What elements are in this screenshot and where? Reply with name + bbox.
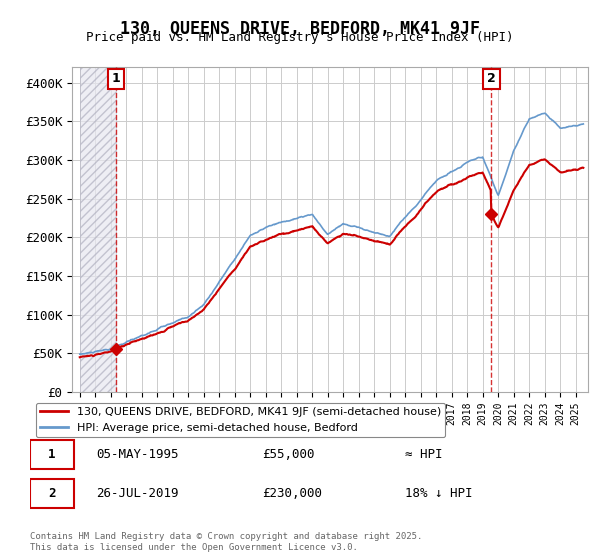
Text: Price paid vs. HM Land Registry's House Price Index (HPI): Price paid vs. HM Land Registry's House … xyxy=(86,31,514,44)
Text: 1: 1 xyxy=(49,448,56,461)
Text: 130, QUEENS DRIVE, BEDFORD, MK41 9JF: 130, QUEENS DRIVE, BEDFORD, MK41 9JF xyxy=(120,20,480,38)
Text: £55,000: £55,000 xyxy=(262,448,314,461)
FancyBboxPatch shape xyxy=(30,440,74,469)
Text: 26-JUL-2019: 26-JUL-2019 xyxy=(96,487,179,500)
Text: ≈ HPI: ≈ HPI xyxy=(406,448,443,461)
Text: Contains HM Land Registry data © Crown copyright and database right 2025.
This d: Contains HM Land Registry data © Crown c… xyxy=(30,532,422,552)
Text: 1: 1 xyxy=(112,72,121,85)
Text: £230,000: £230,000 xyxy=(262,487,322,500)
FancyBboxPatch shape xyxy=(30,479,74,508)
Text: 18% ↓ HPI: 18% ↓ HPI xyxy=(406,487,473,500)
Text: 2: 2 xyxy=(49,487,56,500)
Legend: 130, QUEENS DRIVE, BEDFORD, MK41 9JF (semi-detached house), HPI: Average price, : 130, QUEENS DRIVE, BEDFORD, MK41 9JF (se… xyxy=(35,403,445,437)
Text: 05-MAY-1995: 05-MAY-1995 xyxy=(96,448,179,461)
Text: 2: 2 xyxy=(487,72,496,85)
